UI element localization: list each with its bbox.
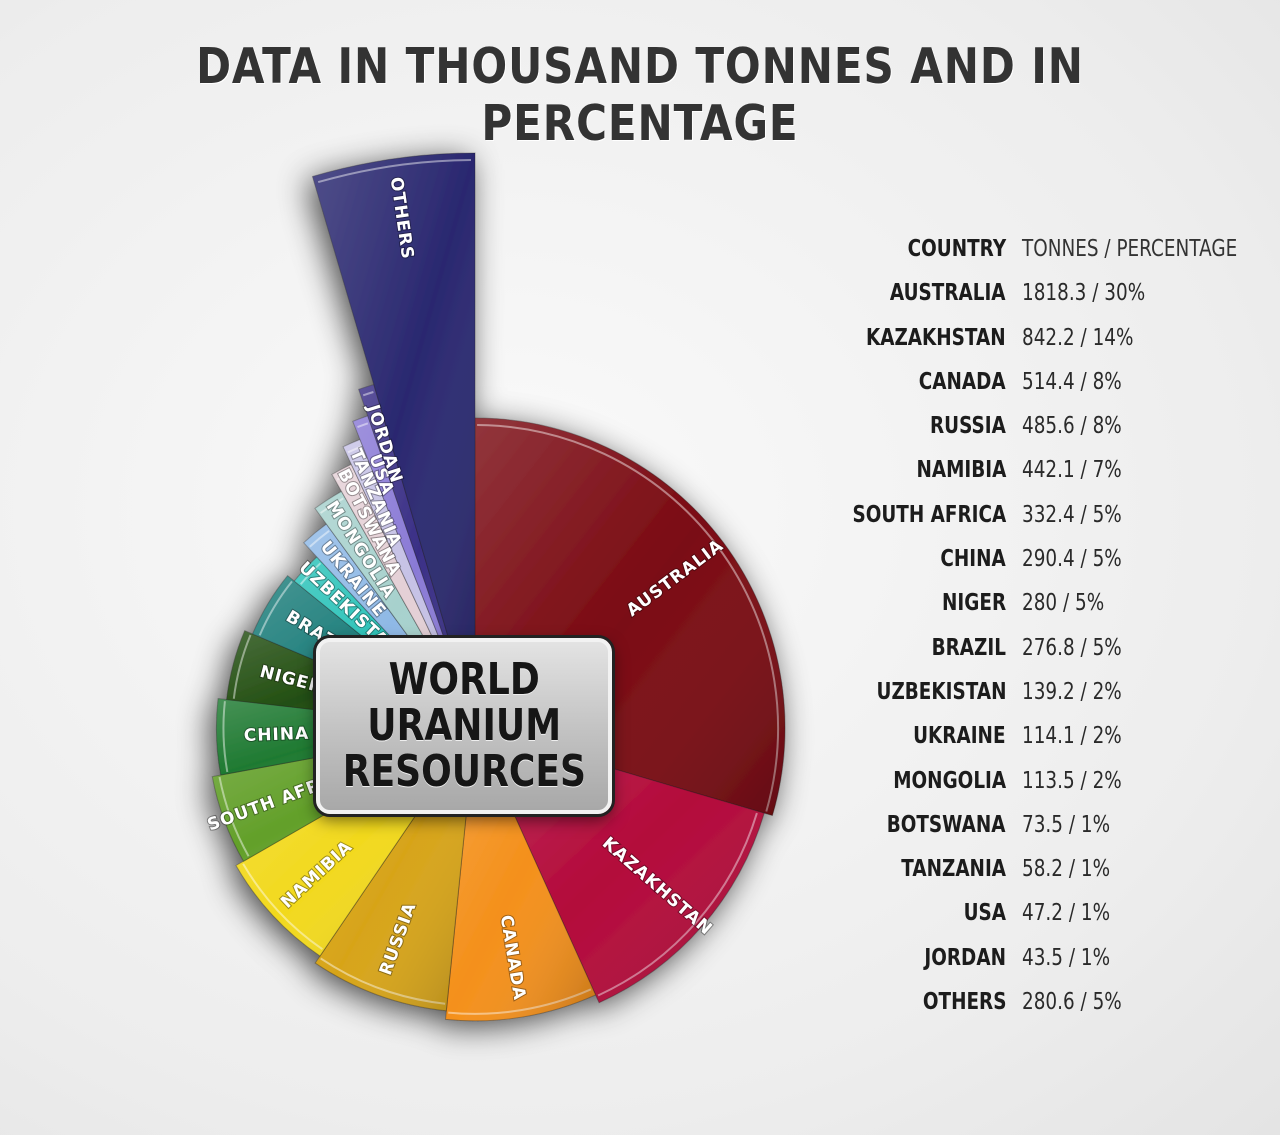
legend-country: KAZAKHSTAN bbox=[866, 324, 1006, 351]
legend-row: SOUTH AFRICA 332.4 / 5% bbox=[850, 502, 1270, 546]
legend-country: BRAZIL bbox=[931, 634, 1006, 661]
legend-value: 1818.3 / 30% bbox=[1022, 280, 1146, 307]
legend-value: 514.4 / 8% bbox=[1022, 368, 1122, 395]
legend-table: COUNTRY TONNES / PERCENTAGE AUSTRALIA 181… bbox=[850, 236, 1270, 1033]
legend-country: TANZANIA bbox=[901, 856, 1006, 883]
legend-row: NIGER 280 / 5% bbox=[850, 590, 1270, 634]
legend-country: OTHERS bbox=[922, 989, 1006, 1016]
center-label-box: WORLD URANIUM RESOURCES bbox=[316, 638, 612, 814]
legend-country: CANADA bbox=[919, 368, 1006, 395]
legend-country: RUSSIA bbox=[930, 413, 1006, 440]
center-label-line-1: WORLD bbox=[388, 654, 540, 705]
legend-value: 113.5 / 2% bbox=[1022, 767, 1122, 794]
legend-row: UZBEKISTAN 139.2 / 2% bbox=[850, 679, 1270, 723]
legend-value: 442.1 / 7% bbox=[1022, 457, 1122, 484]
legend-country: BOTSWANA bbox=[887, 811, 1006, 838]
legend-value: 47.2 / 1% bbox=[1022, 900, 1111, 927]
legend-row: RUSSIA 485.6 / 8% bbox=[850, 413, 1270, 457]
legend-country: JORDAN bbox=[924, 944, 1006, 971]
legend-country: UZBEKISTAN bbox=[876, 678, 1006, 705]
legend-row: NAMIBIA 442.1 / 7% bbox=[850, 457, 1270, 501]
legend-value: 114.1 / 2% bbox=[1022, 723, 1122, 750]
legend-row: USA 47.2 / 1% bbox=[850, 900, 1270, 944]
legend-row: CHINA 290.4 / 5% bbox=[850, 546, 1270, 590]
legend-value: 276.8 / 5% bbox=[1022, 634, 1122, 661]
slice-sheen bbox=[312, 153, 475, 728]
center-label-line-2: URANIUM bbox=[367, 700, 561, 751]
center-label-line-3: RESOURCES bbox=[342, 746, 586, 797]
legend-value: 332.4 / 5% bbox=[1022, 501, 1122, 528]
legend-country: AUSTRALIA bbox=[890, 280, 1006, 307]
legend-country: NAMIBIA bbox=[916, 457, 1006, 484]
legend-country: MONGOLIA bbox=[893, 767, 1006, 794]
legend-row: AUSTRALIA 1818.3 / 30% bbox=[850, 280, 1270, 324]
legend-country: NIGER bbox=[941, 590, 1006, 617]
legend-row: UKRAINE 114.1 / 2% bbox=[850, 723, 1270, 767]
legend-value: 43.5 / 1% bbox=[1022, 944, 1111, 971]
legend-country: UKRAINE bbox=[913, 723, 1006, 750]
legend-row: KAZAKHSTAN 842.2 / 14% bbox=[850, 325, 1270, 369]
legend-row: JORDAN 43.5 / 1% bbox=[850, 945, 1270, 989]
legend-value: 58.2 / 1% bbox=[1022, 856, 1111, 883]
legend-country: USA bbox=[963, 900, 1006, 927]
legend-row: TANZANIA 58.2 / 1% bbox=[850, 856, 1270, 900]
legend-value: 139.2 / 2% bbox=[1022, 678, 1122, 705]
legend-country: CHINA bbox=[940, 546, 1006, 573]
legend-row: OTHERS 280.6 / 5% bbox=[850, 989, 1270, 1033]
legend-value: 290.4 / 5% bbox=[1022, 546, 1122, 573]
legend-value: 280 / 5% bbox=[1022, 590, 1105, 617]
legend-header-country: COUNTRY bbox=[907, 236, 1006, 262]
legend-row: CANADA 514.4 / 8% bbox=[850, 369, 1270, 413]
legend-row: MONGOLIA 113.5 / 2% bbox=[850, 768, 1270, 812]
legend-row: BRAZIL 276.8 / 5% bbox=[850, 635, 1270, 679]
legend-value: 280.6 / 5% bbox=[1022, 989, 1122, 1016]
legend-value: 73.5 / 1% bbox=[1022, 811, 1111, 838]
legend-row: BOTSWANA 73.5 / 1% bbox=[850, 812, 1270, 856]
legend-country: SOUTH AFRICA bbox=[852, 501, 1006, 528]
legend-header-value: TONNES / PERCENTAGE bbox=[1022, 236, 1238, 262]
slice-label: CHINA bbox=[243, 724, 309, 746]
legend-value: 842.2 / 14% bbox=[1022, 324, 1134, 351]
chart-title: DATA IN THOUSAND TONNES AND IN PERCENTAG… bbox=[196, 38, 1084, 152]
legend-value: 485.6 / 8% bbox=[1022, 413, 1122, 440]
legend-header: COUNTRY TONNES / PERCENTAGE bbox=[850, 236, 1270, 280]
